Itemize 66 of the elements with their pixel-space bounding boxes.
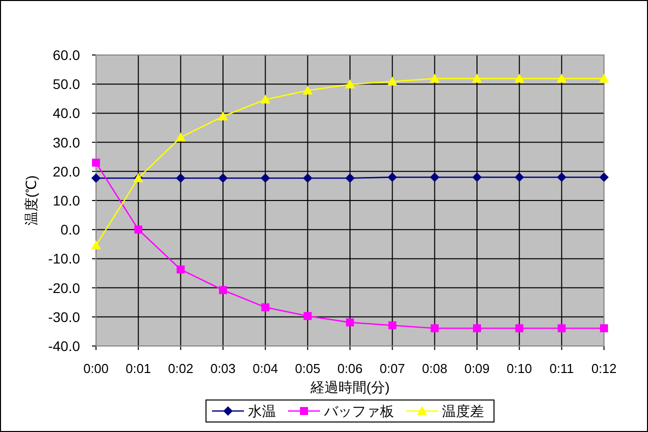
y-axis-title: 温度(℃) [23,175,39,226]
y-tick-label: 10.0 [52,192,80,208]
point [345,79,355,88]
point [473,324,481,332]
point [556,74,567,83]
point [472,74,482,83]
point [430,324,439,332]
x-tick-label: 0:12 [591,361,617,376]
legend-label: バッファ板 [323,403,394,419]
x-tick-label: 0:03 [210,361,236,376]
point [92,158,100,167]
point [472,172,482,182]
y-tick-label: 20.0 [52,163,80,180]
point [218,111,228,120]
point [176,174,186,183]
x-tick-label: 0:11 [549,361,574,376]
point [302,86,313,94]
point [219,286,227,294]
point [387,76,398,86]
x-axis-title: 経過時間(分) [309,379,390,395]
point [514,172,524,182]
y-tick-label: -10.0 [48,250,80,267]
point [176,265,185,274]
legend-label: 温度差 [442,403,484,419]
point [304,312,312,320]
y-tick-label: -40.0 [48,338,80,354]
y-tick-label: 0.0 [60,222,80,238]
point [600,324,608,332]
x-tick-label: 0:05 [295,361,320,376]
point [260,94,270,104]
legend-label: 水温 [248,403,276,419]
point [134,226,142,234]
y-tick-label: 40.0 [52,105,80,122]
x-tick-label: 0:04 [252,361,278,376]
point [557,172,566,182]
point [514,74,524,83]
point [599,74,609,83]
point [261,303,270,312]
y-tick-label: -30.0 [48,308,80,325]
point [303,174,312,183]
y-tick-label: -20.0 [48,280,80,296]
y-tick-label: 30.0 [52,134,80,150]
point [176,132,186,142]
point [388,321,396,330]
point [91,240,101,250]
x-tick-label: 0:02 [168,361,194,376]
point [346,174,354,183]
point [260,174,270,183]
point [558,324,566,332]
x-tick-label: 0:06 [337,361,363,376]
x-tick-label: 0:09 [464,361,490,376]
y-tick-label: 50.0 [52,76,80,92]
x-tick-label: 0:10 [506,361,532,376]
point [346,318,354,326]
point [430,172,440,182]
x-tick-label: 0:01 [126,361,151,376]
y-tick-label: 60.0 [52,47,80,63]
x-tick-label: 0:08 [422,361,448,376]
point [515,324,524,332]
point [430,74,440,83]
point [600,172,608,182]
point [218,174,228,183]
x-tick-label: 0:00 [83,361,109,376]
point [388,172,397,182]
x-tick-label: 0:07 [380,361,405,376]
point [92,174,100,183]
